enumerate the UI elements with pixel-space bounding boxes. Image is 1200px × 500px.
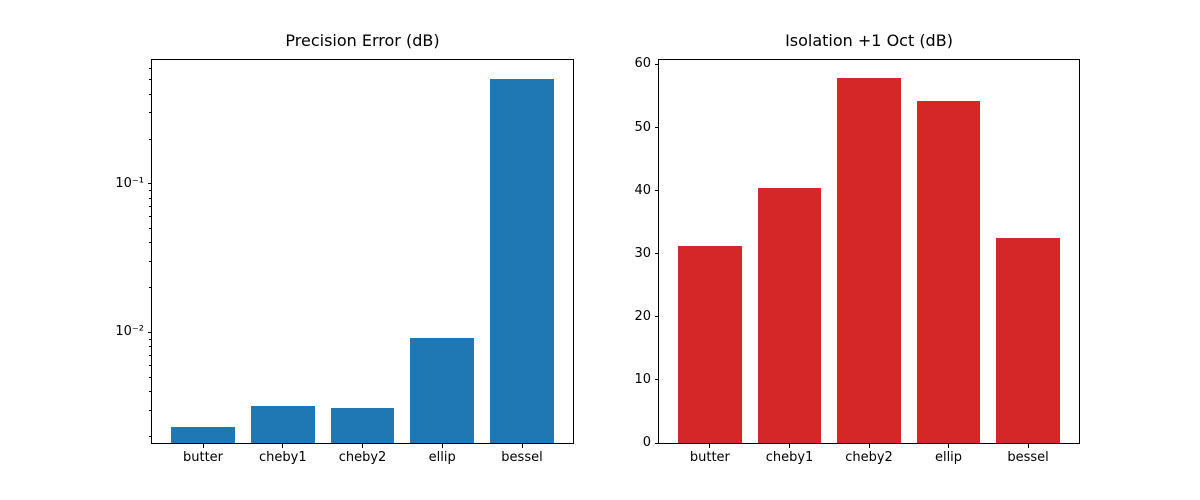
y-minor-tick — [149, 79, 151, 81]
y-minor-tick — [149, 346, 151, 348]
y-minor-tick — [149, 391, 151, 392]
y-major-tick — [654, 253, 658, 255]
y-minor-tick — [149, 93, 151, 95]
right-chart-title: Isolation +1 Oct (dB) — [785, 31, 953, 50]
y-tick-label: 10⁻² — [115, 324, 144, 340]
x-tick — [868, 444, 870, 448]
bar-cheby2 — [330, 407, 395, 443]
bar-bessel — [490, 78, 554, 443]
y-minor-tick — [149, 287, 151, 289]
x-tick-label-cheby1: cheby1 — [765, 450, 814, 465]
x-tick — [709, 444, 711, 448]
y-minor-tick — [149, 216, 151, 218]
y-major-tick — [654, 190, 658, 192]
y-minor-tick — [149, 197, 151, 199]
y-major-tick — [654, 127, 658, 128]
x-tick — [789, 444, 790, 448]
y-minor-tick — [149, 409, 151, 411]
x-tick — [948, 444, 949, 448]
y-minor-tick — [149, 112, 151, 114]
y-major-tick — [147, 331, 151, 333]
x-tick-label-ellip: ellip — [428, 450, 456, 465]
y-tick-label: 20 — [634, 308, 651, 324]
bar-bessel — [996, 237, 1060, 443]
isolation-axes: 0 10 20 30 40 50 60 butter cheby1 cheby2 ellip bess… — [634, 56, 1080, 465]
x-tick-label-ellip: ellip — [934, 450, 963, 465]
left-chart-title: Precision Error (dB) — [285, 31, 440, 50]
y-major-tick — [147, 183, 151, 185]
x-tick — [282, 444, 284, 448]
bar-cheby1 — [250, 405, 315, 443]
y-tick-label: 0 — [642, 435, 651, 450]
x-tick-label-butter: butter — [689, 450, 730, 465]
x-tick — [202, 444, 204, 448]
bar-cheby2 — [837, 78, 901, 443]
y-tick-label: 50 — [634, 119, 651, 135]
y-minor-tick — [149, 376, 151, 378]
y-minor-tick — [149, 435, 151, 437]
y-tick-label: 60 — [634, 56, 651, 72]
x-tick-label-cheby2: cheby2 — [338, 450, 387, 465]
y-minor-tick — [149, 338, 151, 340]
x-tick — [1027, 444, 1029, 448]
y-major-tick — [654, 316, 658, 318]
x-tick-label-cheby2: cheby2 — [845, 450, 893, 465]
bar-cheby1 — [757, 187, 822, 443]
y-tick-label: 10⁻¹ — [115, 175, 144, 191]
y-minor-tick — [149, 138, 151, 140]
x-tick — [441, 444, 443, 448]
x-tick-label-bessel: bessel — [501, 450, 543, 465]
x-tick-label-cheby1: cheby1 — [258, 450, 307, 465]
y-minor-tick — [149, 364, 151, 366]
y-major-tick — [654, 442, 658, 444]
y-major-tick — [654, 379, 658, 381]
bar-ellip — [410, 337, 475, 443]
x-tick-label-bessel: bessel — [1007, 450, 1049, 465]
y-tick-label: 40 — [634, 182, 651, 198]
y-minor-tick — [149, 242, 151, 244]
bar-butter — [171, 427, 235, 443]
y-minor-tick — [149, 260, 151, 262]
x-tick — [521, 444, 523, 448]
y-major-tick — [654, 63, 658, 65]
bar-ellip — [916, 101, 981, 443]
y-minor-tick — [149, 354, 151, 356]
y-tick-label: 10 — [634, 371, 651, 387]
y-minor-tick — [149, 190, 151, 191]
x-tick — [362, 444, 363, 448]
y-minor-tick — [149, 228, 151, 229]
x-tick-label-butter: butter — [182, 450, 224, 465]
precision-error-axes: 10⁻¹ 10⁻² butter cheby1 cheby2 ellip bessel — [115, 59, 574, 465]
bar-butter — [678, 246, 742, 443]
y-minor-tick — [149, 67, 151, 69]
y-tick-label: 30 — [634, 245, 651, 261]
y-minor-tick — [149, 206, 151, 208]
